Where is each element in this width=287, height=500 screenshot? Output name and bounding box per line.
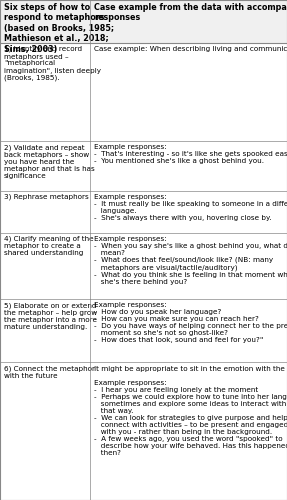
Bar [0, 233, 287, 299]
Bar [0, 190, 287, 233]
Text: 4) Clarify meaning of the
metaphor to create a
shared understanding: 4) Clarify meaning of the metaphor to cr… [4, 236, 94, 256]
Text: It might be appropriate to sit in the emotion with the person. It might be appro: It might be appropriate to sit in the em… [94, 366, 287, 456]
Bar [0, 362, 287, 500]
Text: Example responses:
-  When you say she's like a ghost behind you, what do you
  : Example responses: - When you say she's … [94, 236, 287, 285]
Text: Example responses:
-  How do you speak her language?
-  How can you make sure yo: Example responses: - How do you speak he… [94, 302, 287, 343]
Text: 3) Rephrase metaphors: 3) Rephrase metaphors [4, 194, 89, 200]
Text: Case example: When describing living and communicating with their partner with l: Case example: When describing living and… [94, 46, 287, 52]
Text: Example responses:
-  That's interesting - so it's like she gets spooked easily.: Example responses: - That's interesting … [94, 144, 287, 164]
Text: 1) Identify and record
metaphors used –
"metaphorical
imagination", listen deepl: 1) Identify and record metaphors used – … [4, 46, 101, 81]
Bar [0, 299, 287, 362]
Bar [0, 43, 287, 141]
Text: 2) Validate and repeat
back metaphors – show
you have heard the
metaphor and tha: 2) Validate and repeat back metaphors – … [4, 144, 95, 178]
Text: 6) Connect the metaphor
with the future: 6) Connect the metaphor with the future [4, 366, 95, 379]
Text: Case example from the data with accompanying suggested
responses: Case example from the data with accompan… [94, 3, 287, 22]
Text: 5) Elaborate on or extend
the metaphor – help grow
the metaphor into a more
matu: 5) Elaborate on or extend the metaphor –… [4, 302, 97, 330]
Text: Six steps of how to
respond to metaphors
(based on Brooks, 1985;
Mathieson et al: Six steps of how to respond to metaphors… [4, 3, 114, 53]
Bar [0, 141, 287, 190]
Text: Example responses:
-  It must really be like speaking to someone in a different
: Example responses: - It must really be l… [94, 194, 287, 220]
Bar [0, 0, 287, 43]
